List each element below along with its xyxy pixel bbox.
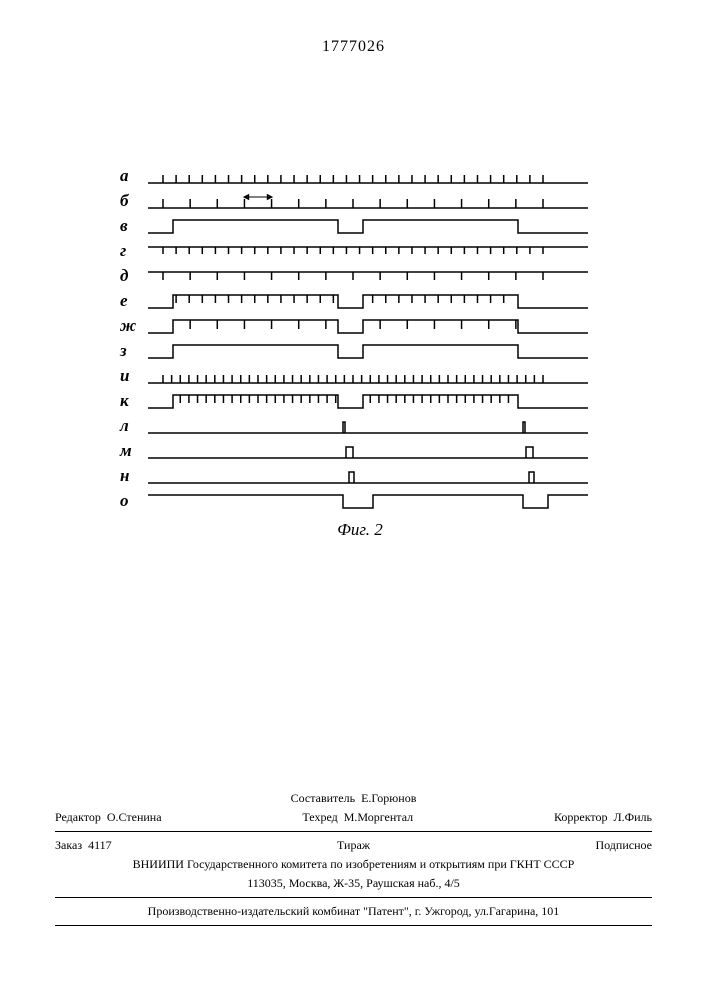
signal-waveform: [148, 465, 600, 487]
signal-label: н: [120, 466, 148, 486]
patent-number: 1777026: [0, 0, 707, 56]
corrector-label: Корректор: [554, 810, 608, 824]
signal-waveform: [148, 165, 600, 187]
signal-label: з: [120, 341, 148, 361]
editor-label: Редактор: [55, 810, 101, 824]
signal-waveform: [148, 415, 600, 437]
signal-label: м: [120, 441, 148, 461]
signal-label: д: [120, 266, 148, 286]
signal-waveform: [148, 390, 600, 412]
techred-name: М.Моргентал: [344, 810, 413, 824]
tirazh-label: Тираж: [337, 838, 370, 853]
signal-label: г: [120, 241, 148, 261]
editor-name: О.Стенина: [107, 810, 162, 824]
signal-label: а: [120, 166, 148, 186]
compiler-label: Составитель: [291, 791, 355, 805]
compiler-name: Е.Горюнов: [361, 791, 416, 805]
signal-label: л: [120, 416, 148, 436]
signal-label: о: [120, 491, 148, 511]
signal-waveform: [148, 215, 600, 237]
subscription: Подписное: [595, 838, 652, 853]
signal-waveform: [148, 290, 600, 312]
signal-waveform: [148, 440, 600, 462]
signal-label: в: [120, 216, 148, 236]
signal-waveform: [148, 265, 600, 287]
order-label: Заказ: [55, 838, 82, 852]
corrector-name: Л.Филь: [613, 810, 652, 824]
signal-label: ж: [120, 316, 148, 336]
org-line-2: Производственно-издательский комбинат "П…: [55, 902, 652, 921]
signal-waveform: [148, 490, 600, 512]
order-number: 4117: [88, 838, 112, 852]
techred-label: Техред: [302, 810, 337, 824]
signal-waveform: [148, 365, 600, 387]
signal-label: и: [120, 366, 148, 386]
signal-label: к: [120, 391, 148, 411]
signal-waveform: [148, 240, 600, 262]
signal-label: e: [120, 291, 148, 311]
signal-waveform: [148, 190, 600, 212]
signal-waveform: [148, 340, 600, 362]
signal-waveform: [148, 315, 600, 337]
timing-diagram: абвгдeжзиклмно Фиг. 2: [120, 165, 600, 540]
org-line-1: ВНИИПИ Государственного комитета по изоб…: [55, 855, 652, 874]
footer-block: Составитель Е.Горюнов Редактор О.Стенина…: [55, 789, 652, 930]
figure-caption: Фиг. 2: [120, 520, 600, 540]
addr-line-1: 113035, Москва, Ж-35, Раушская наб., 4/5: [55, 874, 652, 893]
signal-label: б: [120, 191, 148, 211]
